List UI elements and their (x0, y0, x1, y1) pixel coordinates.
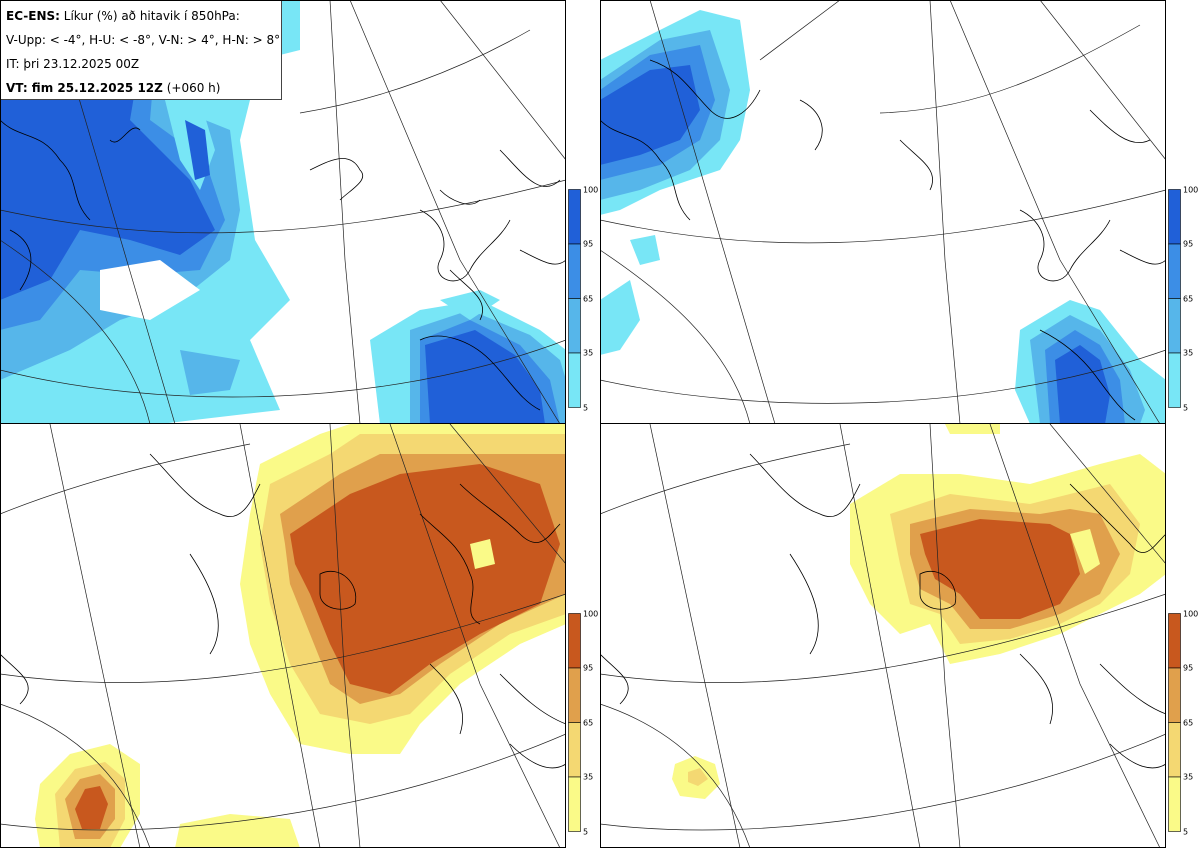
colorbar-tick-label: 100 (583, 185, 599, 194)
coastlines (600, 59, 1166, 421)
colorbar-segment (568, 189, 581, 245)
colorbar-tick-label: 5 (583, 827, 589, 836)
colorbar-segment (568, 722, 581, 778)
panel-divider-left (0, 423, 566, 424)
colorbar-segment (568, 298, 581, 354)
coastlines (0, 453, 566, 769)
info-line-4: VT: fim 25.12.2025 12Z (+060 h) (6, 76, 276, 100)
colorbar-segment (1168, 243, 1181, 299)
colorbar-segment (1168, 189, 1181, 245)
probability-map-cold-8 (600, 0, 1166, 424)
colorbar-tick-label: 100 (1183, 609, 1199, 618)
colorbar-tick-label: 95 (583, 663, 594, 673)
map-panel-bottom-right (600, 424, 1166, 848)
graticule (0, 424, 566, 848)
probability-shading (672, 424, 1166, 799)
colorbar-tick-label: 95 (583, 239, 594, 249)
info-line-3: IT: þri 23.12.2025 00Z (6, 57, 140, 71)
colorbar-cold-0: 100 95 65 35 5 (568, 185, 602, 412)
valid-time: VT: fim 25.12.2025 12Z (6, 81, 163, 95)
colorbar-tick-label: 5 (1183, 827, 1189, 836)
colorbar-segment (1168, 722, 1181, 778)
colorbar-tick-label: 95 (1183, 239, 1194, 249)
map-panel-top-left: EC-ENS: Líkur (%) að hitavik í 850hPa: V… (0, 0, 566, 424)
coastlines (0, 119, 566, 411)
colorbar-warm-3: 100 95 65 35 5 (1168, 609, 1200, 836)
colorbar-tick-label: 5 (1183, 403, 1189, 412)
probability-map-warm-8 (600, 424, 1166, 848)
colorbar-tick-label: 100 (583, 609, 599, 618)
info-line-1: EC-ENS: Líkur (%) að hitavik í 850hPa: (6, 4, 276, 28)
colorbar-segment (1168, 776, 1181, 832)
colorbar-segment (568, 243, 581, 299)
forecast-info-box: EC-ENS: Líkur (%) að hitavik í 850hPa: V… (0, 0, 282, 100)
colorbar-segment (568, 667, 581, 723)
colorbar-tick-label: 65 (583, 294, 594, 303)
colorbar-segment (1168, 667, 1181, 723)
colorbar-tick-label: 100 (1183, 185, 1199, 194)
lead-time: (+060 h) (166, 81, 221, 95)
model-name: EC-ENS: (6, 9, 60, 23)
coastlines (600, 453, 1166, 769)
colorbar-segment (1168, 298, 1181, 354)
probability-map-warm-4 (0, 424, 566, 848)
probability-shading (35, 424, 566, 848)
colorbar-tick-label: 95 (1183, 663, 1194, 673)
probability-shading (600, 10, 1166, 424)
colorbar-tick-label: 5 (583, 403, 589, 412)
colorbar-tick-label: 65 (1183, 718, 1194, 727)
product-description: Líkur (%) að hitavik í 850hPa: (63, 9, 240, 23)
colorbar-segment (1168, 613, 1181, 669)
colorbar-tick-label: 35 (583, 772, 594, 782)
colorbar-warm-2: 100 95 65 35 5 (568, 609, 602, 836)
colorbar-segment (1168, 352, 1181, 408)
colorbar-tick-label: 35 (1183, 348, 1194, 358)
map-panel-top-right (600, 0, 1166, 424)
colorbar-segment (568, 613, 581, 669)
colorbar-segment (568, 776, 581, 832)
colorbar-tick-label: 65 (1183, 294, 1194, 303)
colorbar-cold-1: 100 95 65 35 5 (1168, 185, 1200, 412)
colorbar-tick-label: 35 (583, 348, 594, 358)
info-line-2: V-Upp: < -4°, H-U: < -8°, V-N: > 4°, H-N… (6, 33, 281, 47)
map-panel-bottom-left (0, 424, 566, 848)
panel-divider-right (600, 423, 1166, 424)
colorbar-tick-label: 35 (1183, 772, 1194, 782)
colorbar-tick-label: 65 (583, 718, 594, 727)
colorbar-segment (568, 352, 581, 408)
graticule (600, 424, 1166, 848)
